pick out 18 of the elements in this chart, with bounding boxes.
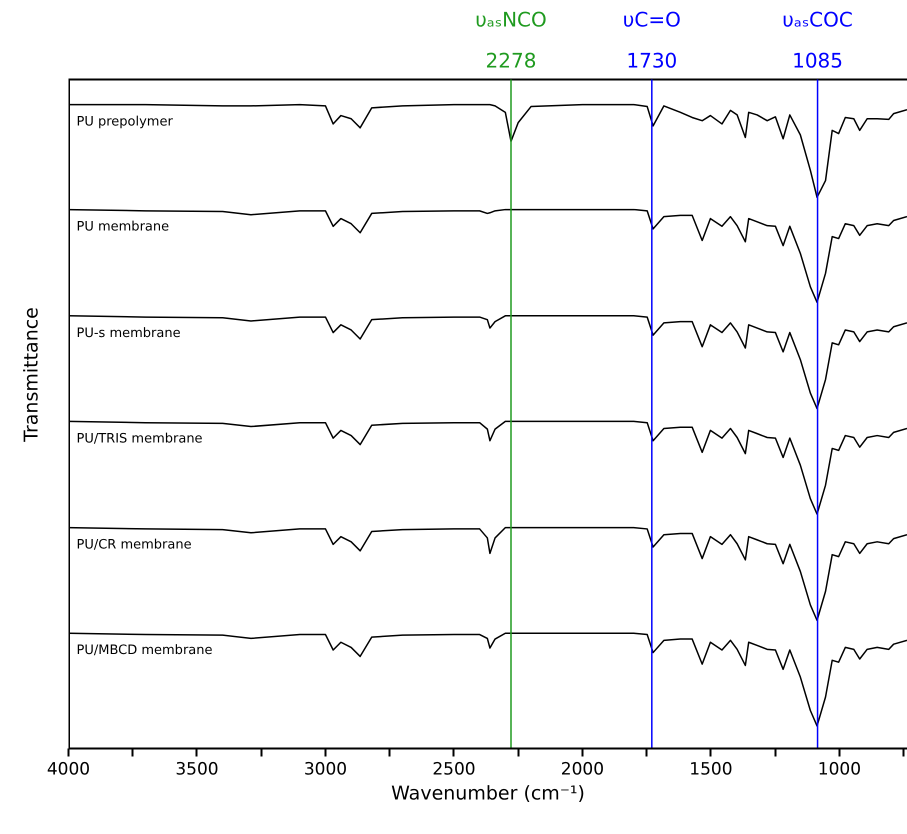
x-axis-title: Wavenumber (cm⁻¹) <box>391 782 585 804</box>
ref-line-label: υₐₛNCO 2278 <box>475 8 547 72</box>
y-axis-title: Transmittance <box>20 307 42 443</box>
series-label: PU/MBCD membrane <box>76 643 212 658</box>
x-tick-label: 3500 <box>175 760 219 780</box>
series-label: PU-s membrane <box>76 326 181 341</box>
x-tick-label: 3000 <box>304 760 348 780</box>
x-tick-label: 4000 <box>46 760 90 780</box>
series-label: PU membrane <box>76 220 170 235</box>
ref-line-label: υC=O 1730 <box>622 8 681 72</box>
ref-line-label: υₐₛCOC 1085 <box>782 8 853 72</box>
x-tick-label: 2500 <box>432 760 476 780</box>
series-label: PU/CR membrane <box>76 538 192 553</box>
series-label: PU prepolymer <box>76 114 174 130</box>
series-label: PU/TRIS membrane <box>76 431 203 446</box>
x-tick-label: 2000 <box>560 760 604 780</box>
x-tick-label: 1000 <box>818 760 862 780</box>
x-tick-label: 1500 <box>689 760 733 780</box>
